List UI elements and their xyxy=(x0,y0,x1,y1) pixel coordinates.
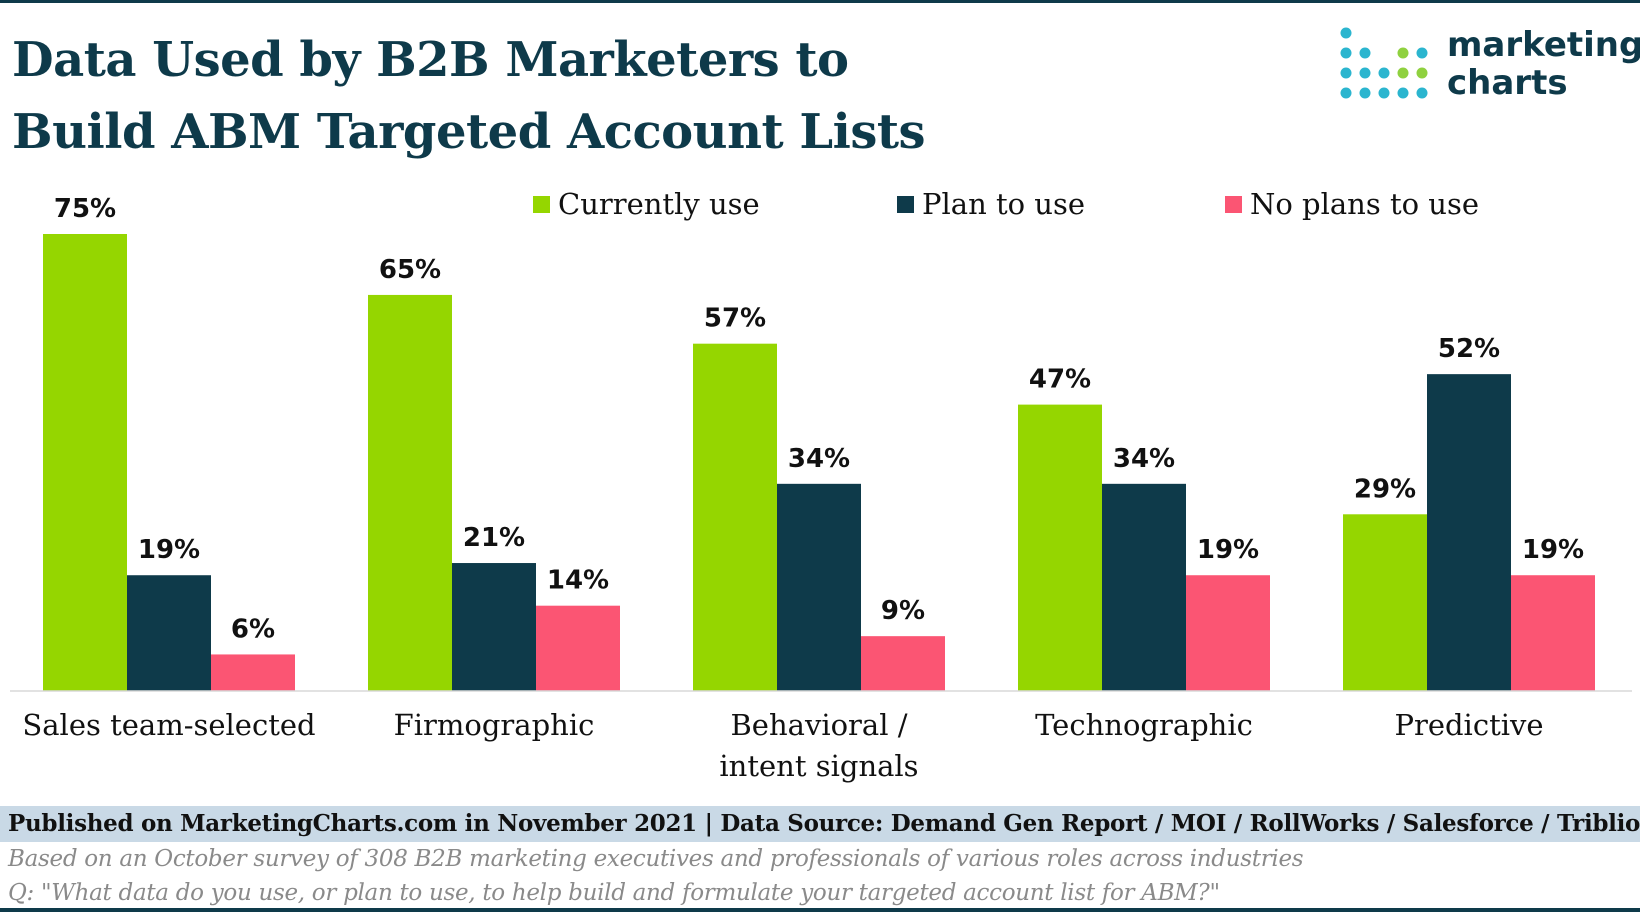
legend-swatch-no-plans-to-use xyxy=(1225,195,1242,213)
bar-sales-team-selected-currently-use xyxy=(43,234,127,691)
bar-predictive-plan-to-use xyxy=(1427,374,1511,691)
logo-dots-icon xyxy=(1340,27,1428,99)
legend-item-no-plans-to-use: No plans to use xyxy=(1225,184,1479,224)
legend-item-currently-use: Currently use xyxy=(533,184,760,224)
logo-dot xyxy=(1359,67,1371,79)
logo-wordmark: marketing charts xyxy=(1447,26,1640,102)
value-label-firmographic-no-plans-to-use: 14% xyxy=(547,566,609,596)
logo-line-2: charts xyxy=(1447,63,1568,103)
logo-dot xyxy=(1340,27,1352,39)
value-label-behavioral-intent-signals-currently-use: 57% xyxy=(704,304,766,334)
chart-title: Data Used by B2B Marketers to Build ABM … xyxy=(12,24,926,168)
bar-technographic-plan-to-use xyxy=(1102,483,1186,691)
legend-label-plan-to-use: Plan to use xyxy=(922,187,1086,221)
value-label-predictive-currently-use: 29% xyxy=(1354,474,1416,504)
value-label-sales-team-selected-currently-use: 75% xyxy=(54,194,116,224)
value-label-predictive-plan-to-use: 52% xyxy=(1438,334,1500,364)
bar-firmographic-no-plans-to-use xyxy=(536,605,620,691)
legend-item-plan-to-use: Plan to use xyxy=(897,184,1085,224)
chart-title-line-2: Build ABM Targeted Account Lists xyxy=(12,104,926,160)
logo-dot xyxy=(1378,67,1390,79)
value-label-firmographic-currently-use: 65% xyxy=(379,255,441,285)
value-label-sales-team-selected-plan-to-use: 19% xyxy=(138,535,200,565)
value-label-firmographic-plan-to-use: 21% xyxy=(463,523,525,553)
bar-technographic-currently-use xyxy=(1018,404,1102,691)
value-label-behavioral-intent-signals-plan-to-use: 34% xyxy=(788,444,850,474)
bar-chart: 75% 19% 6% 65% 21% 14% 57% 34% 9% 47% 34% 19% 29% 52%… xyxy=(10,194,1632,783)
category-label-behavioral-intent-signals: Behavioral / intent signals xyxy=(719,708,918,783)
category-label-line: Behavioral / xyxy=(731,708,908,742)
logo-dot xyxy=(1359,47,1371,59)
value-label-sales-team-selected-no-plans-to-use: 6% xyxy=(231,614,275,644)
logo-dot xyxy=(1340,47,1352,59)
value-label-technographic-no-plans-to-use: 19% xyxy=(1197,535,1259,565)
bar-firmographic-currently-use xyxy=(368,294,452,691)
footer-bar xyxy=(0,806,1640,842)
chart-legend: Currently use Plan to use No plans to us… xyxy=(0,184,1640,224)
bar-predictive-currently-use xyxy=(1343,514,1427,691)
bottom-rule xyxy=(0,908,1640,912)
chart-title-line-1: Data Used by B2B Marketers to xyxy=(12,32,849,88)
value-label-technographic-currently-use: 47% xyxy=(1029,365,1091,395)
category-label-line: Technographic xyxy=(1035,708,1253,742)
value-label-technographic-plan-to-use: 34% xyxy=(1113,444,1175,474)
logo-dot xyxy=(1416,67,1428,79)
logo-dot xyxy=(1378,87,1390,99)
logo-dot xyxy=(1340,87,1352,99)
category-label-firmographic: Firmographic xyxy=(394,708,595,742)
bar-predictive-no-plans-to-use xyxy=(1511,575,1595,691)
marketingcharts-logo: marketing charts xyxy=(1340,26,1640,106)
legend-swatch-plan-to-use xyxy=(897,195,914,213)
category-label-line: Predictive xyxy=(1394,708,1543,742)
logo-dot xyxy=(1340,67,1352,79)
top-rule xyxy=(0,0,1640,3)
footer-survey-note: Based on an October survey of 308 B2B ma… xyxy=(8,846,1304,872)
logo-dot xyxy=(1397,87,1409,99)
value-label-behavioral-intent-signals-no-plans-to-use: 9% xyxy=(881,596,925,626)
logo-dot xyxy=(1359,87,1371,99)
footer-published-source: Published on MarketingCharts.com in Nove… xyxy=(8,810,1640,837)
legend-swatch-currently-use xyxy=(533,195,550,213)
bar-firmographic-plan-to-use xyxy=(452,563,536,691)
bar-sales-team-selected-no-plans-to-use xyxy=(211,654,295,691)
category-label-line: Sales team-selected xyxy=(22,708,315,742)
category-label-line: intent signals xyxy=(719,749,918,783)
bar-behavioral-intent-signals-plan-to-use xyxy=(777,483,861,691)
category-label-technographic: Technographic xyxy=(1035,708,1253,742)
category-label-sales-team-selected: Sales team-selected xyxy=(22,708,315,742)
bar-technographic-no-plans-to-use xyxy=(1186,575,1270,691)
logo-dot xyxy=(1416,47,1428,59)
footer-question-note: Q: "What data do you use, or plan to use… xyxy=(8,880,1220,906)
category-label-predictive: Predictive xyxy=(1394,708,1543,742)
bar-behavioral-intent-signals-currently-use xyxy=(693,343,777,691)
bar-sales-team-selected-plan-to-use xyxy=(127,575,211,691)
logo-dot xyxy=(1397,47,1409,59)
bar-behavioral-intent-signals-no-plans-to-use xyxy=(861,636,945,691)
logo-line-1: marketing xyxy=(1447,25,1640,65)
logo-dot xyxy=(1416,87,1428,99)
value-label-predictive-no-plans-to-use: 19% xyxy=(1522,535,1584,565)
legend-label-currently-use: Currently use xyxy=(558,187,760,221)
logo-dot xyxy=(1397,67,1409,79)
category-label-line: Firmographic xyxy=(394,708,595,742)
legend-label-no-plans-to-use: No plans to use xyxy=(1250,187,1480,221)
